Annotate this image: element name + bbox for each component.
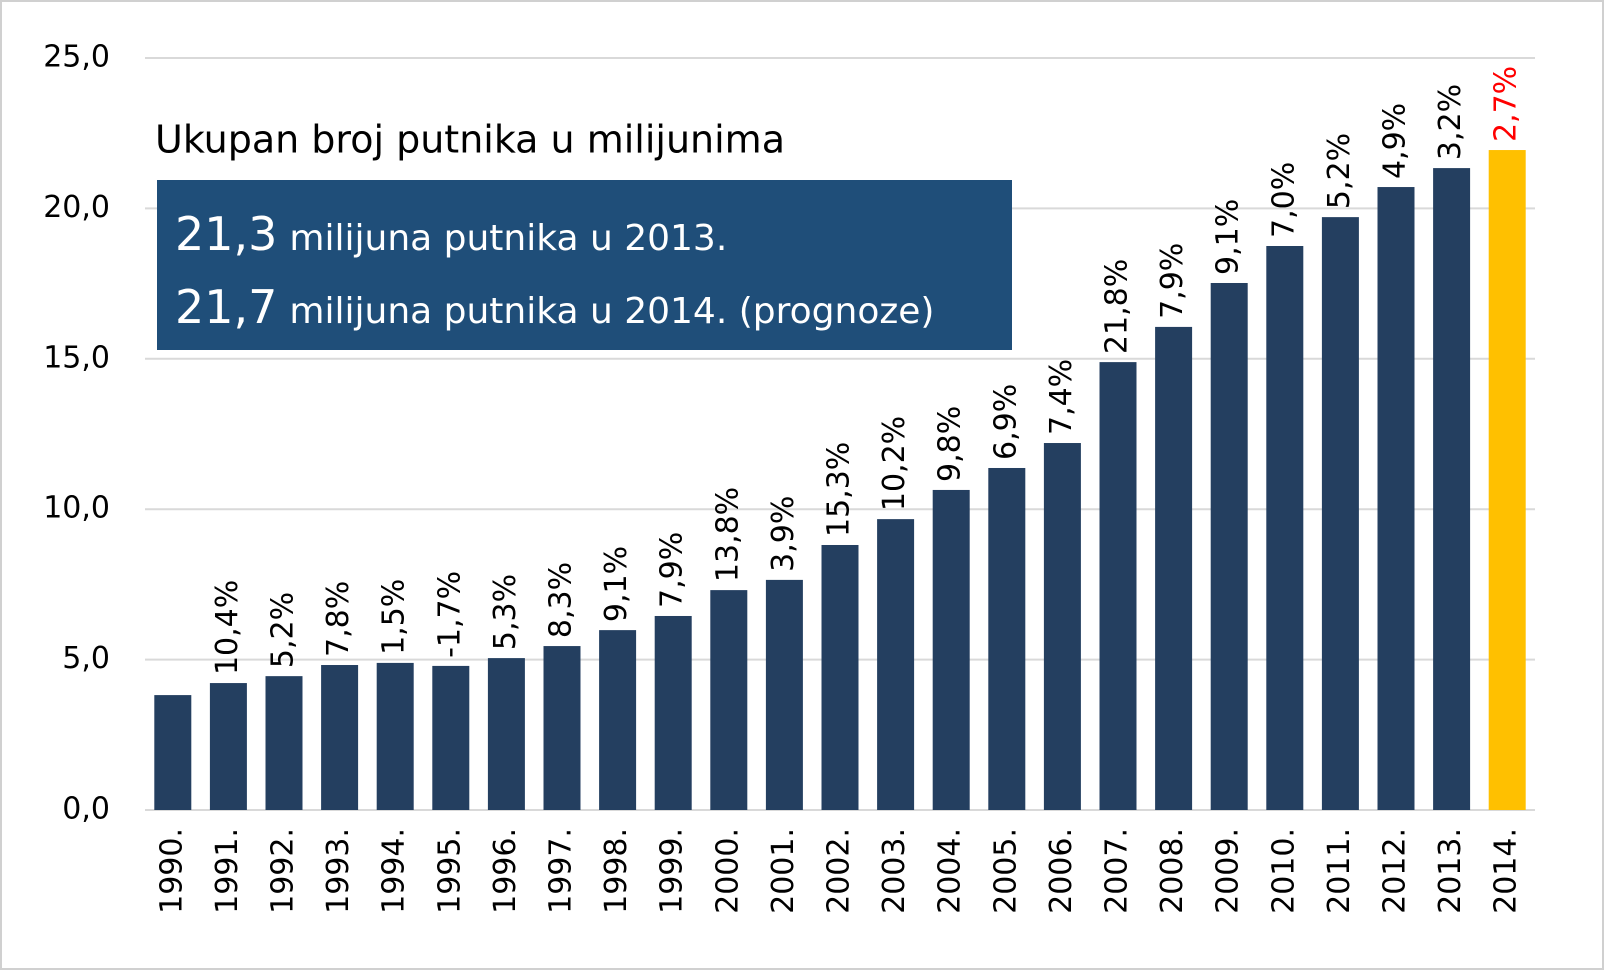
info-line: 21,7 milijuna putnika u 2014. (prognoze) <box>175 280 934 334</box>
bar <box>1321 217 1359 811</box>
x-tick-label: 1991. <box>210 828 245 914</box>
x-tick-label: 2008. <box>1155 828 1190 914</box>
growth-label: 21,8% <box>1100 259 1135 354</box>
growth-label: 6,9% <box>988 384 1023 460</box>
x-tick-label: 2011. <box>1322 828 1357 914</box>
growth-label: -1,7% <box>432 571 467 658</box>
growth-label: 9,1% <box>1211 199 1246 275</box>
bar <box>1210 282 1248 810</box>
y-tick-label: 0,0 <box>62 792 110 827</box>
growth-label: 13,8% <box>710 487 745 582</box>
bar <box>1266 246 1304 810</box>
x-tick-label: 2000. <box>710 828 745 914</box>
bar <box>1488 150 1526 810</box>
bar <box>988 467 1026 810</box>
x-tick-label: 1994. <box>377 828 412 914</box>
growth-label: 3,9% <box>766 496 801 572</box>
growth-label: 7,9% <box>655 532 690 608</box>
growth-label: 2,7% <box>1489 66 1524 142</box>
bar <box>543 646 581 810</box>
x-tick-label: 1996. <box>488 828 523 914</box>
x-tick-label: 2013. <box>1433 828 1468 914</box>
bar <box>599 630 637 810</box>
growth-label: 5,3% <box>488 574 523 650</box>
x-tick-label: 1999. <box>655 828 690 914</box>
growth-label: 7,0% <box>1266 162 1301 238</box>
info-text: milijuna putnika u 2014. (prognoze) <box>289 291 934 332</box>
bar <box>821 544 859 810</box>
y-tick-label: 10,0 <box>43 491 110 526</box>
x-tick-label: 1993. <box>321 828 356 914</box>
info-number: 21,7 <box>175 280 277 334</box>
x-tick-label: 2003. <box>877 828 912 914</box>
x-tick-label: 2007. <box>1100 828 1135 914</box>
bar <box>321 665 359 810</box>
bar <box>932 489 970 810</box>
x-tick-label: 2012. <box>1378 828 1413 914</box>
bar <box>654 615 692 810</box>
growth-label: 10,2% <box>877 416 912 511</box>
growth-label: 7,8% <box>321 581 356 657</box>
x-tick-label: 2014. <box>1489 828 1524 914</box>
bar <box>265 676 303 810</box>
bar <box>1155 326 1193 810</box>
bar <box>1377 187 1415 810</box>
growth-label: 5,2% <box>1322 133 1357 209</box>
growth-label: 4,9% <box>1378 103 1413 179</box>
y-tick-label: 5,0 <box>62 641 110 676</box>
bar <box>877 519 915 810</box>
growth-label: 7,9% <box>1155 243 1190 319</box>
bar <box>154 695 192 810</box>
growth-label: 7,4% <box>1044 359 1079 435</box>
growth-label: 10,4% <box>210 580 245 675</box>
x-tick-label: 2009. <box>1211 828 1246 914</box>
x-tick-label: 2005. <box>988 828 1023 914</box>
subtitle: Ukupan broj putnika u milijunima <box>155 118 785 162</box>
x-tick-label: 1992. <box>266 828 301 914</box>
bar <box>209 683 247 810</box>
bar <box>487 658 525 810</box>
info-line: 21,3 milijuna putnika u 2013. <box>175 207 727 261</box>
growth-label: 9,8% <box>933 406 968 482</box>
growth-label: 1,5% <box>377 579 412 655</box>
x-tick-label: 2010. <box>1266 828 1301 914</box>
bar <box>432 665 470 810</box>
bar <box>376 662 414 810</box>
info-text: milijuna putnika u 2013. <box>289 218 727 259</box>
growth-label: 5,2% <box>266 592 301 668</box>
bar <box>1433 168 1471 811</box>
bar <box>1043 443 1081 810</box>
bar <box>710 590 748 810</box>
info-number: 21,3 <box>175 207 277 261</box>
y-tick-label: 25,0 <box>43 40 110 75</box>
bar <box>765 579 803 810</box>
x-tick-label: 1997. <box>544 828 579 914</box>
bars <box>154 150 1526 811</box>
y-tick-label: 20,0 <box>43 190 110 225</box>
x-tick-label: 2001. <box>766 828 801 914</box>
growth-label: 15,3% <box>822 442 857 537</box>
x-tick-label: 1990. <box>154 828 189 914</box>
bar <box>1099 362 1137 810</box>
x-tick-label: 2002. <box>822 828 857 914</box>
growth-label: 3,2% <box>1433 84 1468 160</box>
x-tick-label: 1995. <box>432 828 467 914</box>
y-tick-label: 15,0 <box>43 340 110 375</box>
x-tick-label: 2006. <box>1044 828 1079 914</box>
growth-label: 9,1% <box>599 546 634 622</box>
x-tick-label: 2004. <box>933 828 968 914</box>
growth-label: 8,3% <box>544 562 579 638</box>
x-tick-label: 1998. <box>599 828 634 914</box>
info-box <box>157 180 1012 350</box>
